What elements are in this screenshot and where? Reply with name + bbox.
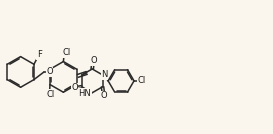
Text: O: O (90, 56, 97, 65)
Text: O: O (71, 83, 78, 92)
Text: Cl: Cl (47, 90, 55, 99)
Text: F: F (37, 50, 42, 59)
Text: Cl: Cl (62, 48, 70, 57)
Text: N: N (101, 70, 108, 79)
Text: O: O (100, 91, 107, 100)
Text: O: O (46, 67, 53, 77)
Text: Cl: Cl (137, 76, 146, 85)
Text: HN: HN (78, 89, 91, 98)
